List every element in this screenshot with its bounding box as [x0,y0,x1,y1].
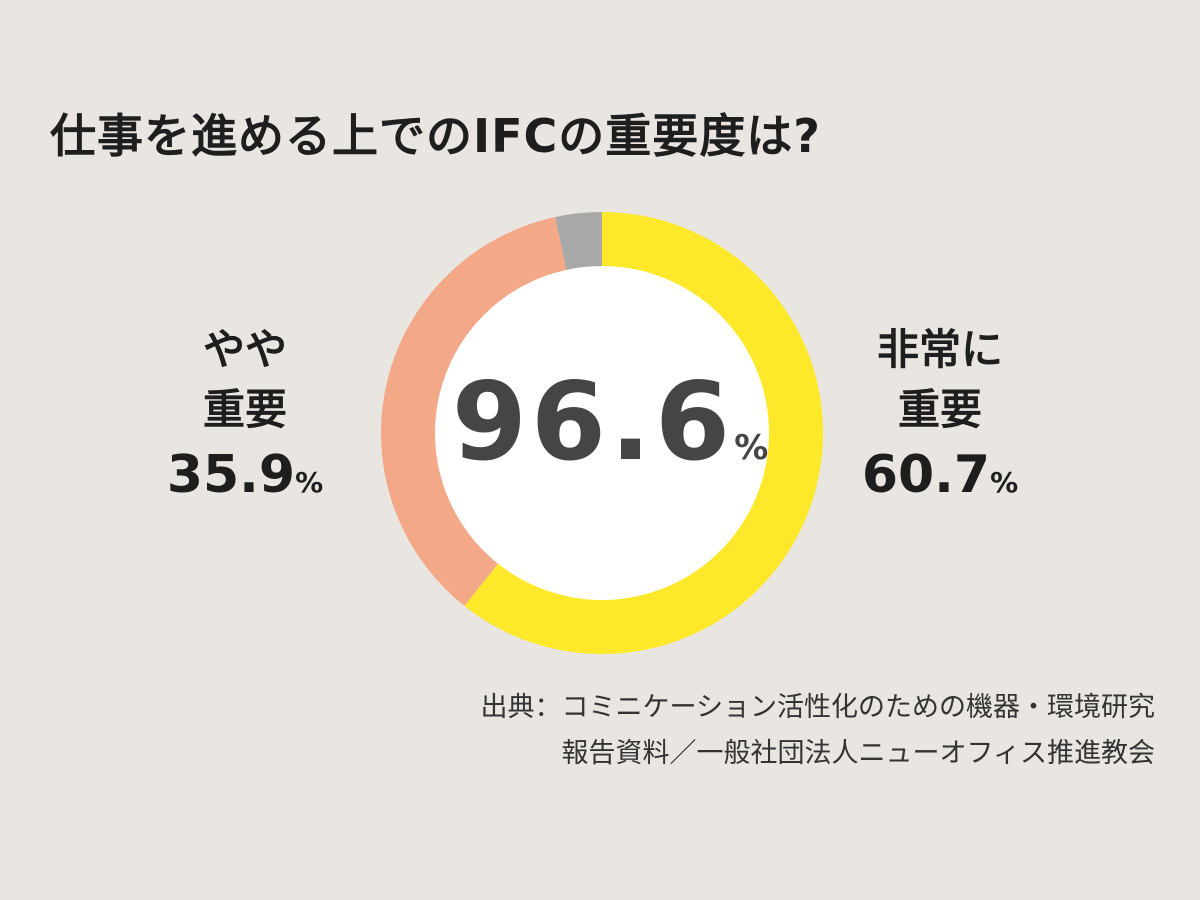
value-very-important: 60.7 [861,445,991,505]
value-somewhat-important: 35.9 [166,445,296,505]
unit-very-important: % [990,466,1019,499]
donut-hole [435,266,769,600]
source-line-1: 出典：コミニケーション活性化のための機器・環境研究 [480,692,1155,723]
chart-title: 仕事を進める上でのIFCの重要度は? [50,109,821,163]
center-total-unit: % [734,428,769,468]
unit-somewhat-important: % [295,466,324,499]
source-note: 出典：コミニケーション活性化のための機器・環境研究 報告資料／一般社団法人ニュー… [481,685,1155,777]
label-very-important-line1: 非常に [876,325,1003,374]
label-very-important-line2: 重要 [897,385,982,434]
label-somewhat-important-line2: 重要 [202,385,287,434]
center-total-value: 96.6 [451,360,735,485]
label-somewhat-important-line1: やや [202,325,287,374]
label-very-important: 非常に 重要 60.7% [855,320,1025,518]
center-total: 96.6% [400,360,820,485]
source-line-2: 報告資料／一般社団法人ニューオフィス推進教会 [561,738,1155,769]
label-somewhat-important: やや 重要 35.9% [160,320,330,518]
